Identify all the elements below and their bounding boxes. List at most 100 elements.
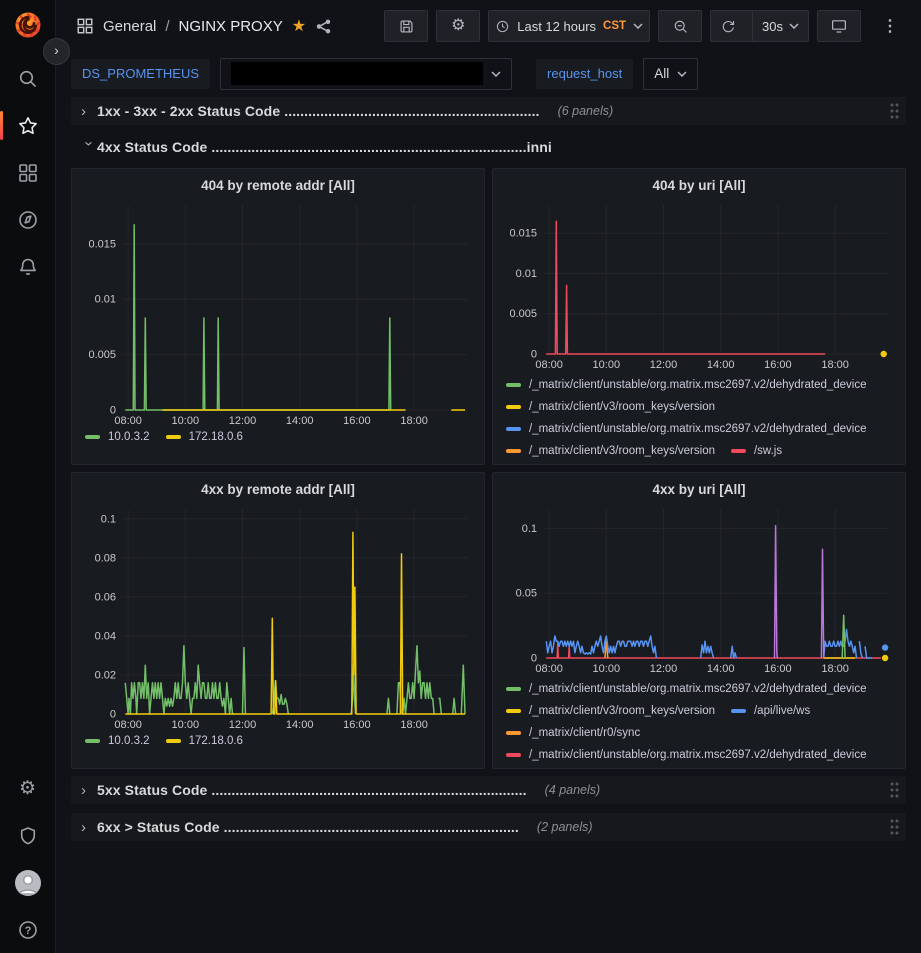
row-title: 5xx Status Code ........................… bbox=[97, 782, 527, 798]
row-1xx-3xx-2xx[interactable]: › 1xx - 3xx - 2xx Status Code ..........… bbox=[71, 97, 906, 125]
timezone-label: CST bbox=[603, 20, 627, 32]
drag-handle-icon[interactable] bbox=[889, 781, 900, 804]
svg-text:18:00: 18:00 bbox=[400, 719, 428, 731]
sidebar-item-starred[interactable] bbox=[0, 102, 55, 149]
refresh-interval-dropdown[interactable]: 30s bbox=[752, 11, 808, 41]
panel-title[interactable]: 404 by uri [All] bbox=[652, 178, 746, 193]
legend-item[interactable]: /_matrix/client/unstable/org.matrix.msc2… bbox=[506, 379, 867, 391]
svg-text:0: 0 bbox=[110, 405, 116, 417]
favorite-star-icon[interactable]: ★ bbox=[291, 18, 307, 35]
legend-item[interactable]: /api/live/ws bbox=[730, 705, 810, 717]
chart-legend: /_matrix/client/unstable/org.matrix.msc2… bbox=[502, 677, 896, 762]
legend-item[interactable]: /sw.js bbox=[730, 445, 782, 457]
datasource-variable-label[interactable]: DS_PROMETHEUS bbox=[71, 58, 211, 89]
datasource-variable-dropdown[interactable] bbox=[220, 57, 513, 90]
svg-text:0.06: 0.06 bbox=[95, 591, 116, 603]
grafana-logo[interactable] bbox=[12, 9, 44, 41]
row-5xx[interactable]: › 5xx Status Code ......................… bbox=[71, 776, 906, 804]
row-panel-count: (4 panels) bbox=[544, 783, 601, 797]
time-range-picker[interactable]: Last 12 hours CST bbox=[488, 10, 651, 42]
panel-4xx-by-remote-addr: 4xx by remote addr [All] 08:00 10:00 12:00… bbox=[71, 472, 485, 769]
sidebar-item-alerting-bell-icon[interactable] bbox=[0, 243, 55, 290]
panel-4xx-by-uri: 4xx by uri [All] 08:00 10:00 12:00 14:00 16:… bbox=[492, 472, 906, 769]
kebab-menu-icon[interactable]: ⋮ bbox=[882, 18, 898, 35]
chevron-right-icon: › bbox=[81, 102, 86, 120]
share-icon[interactable] bbox=[315, 18, 332, 35]
legend-item[interactable]: /_matrix/client/unstable/org.matrix.msc2… bbox=[506, 423, 867, 435]
dashboard-settings-button[interactable]: ⚙ bbox=[436, 10, 481, 42]
row-6xx[interactable]: › 6xx > Status Code ....................… bbox=[71, 813, 906, 841]
sidebar-item-dashboards[interactable] bbox=[0, 149, 55, 196]
legend-item[interactable]: /_matrix/client/r0/sync bbox=[506, 727, 640, 739]
chevron-down-icon bbox=[491, 70, 501, 77]
svg-text:0.005: 0.005 bbox=[509, 308, 537, 320]
timeseries-chart-4xx-by-remote-addr[interactable]: 08:00 10:00 12:00 14:00 16:00 18:00 0 0.02 0.04 0… bbox=[81, 501, 475, 733]
svg-text:16:00: 16:00 bbox=[343, 719, 371, 731]
legend-item[interactable]: 172.18.0.6 bbox=[165, 735, 243, 747]
svg-text:0.015: 0.015 bbox=[88, 238, 116, 250]
panel-title[interactable]: 4xx by uri [All] bbox=[652, 482, 746, 497]
svg-text:10:00: 10:00 bbox=[172, 719, 200, 731]
breadcrumb-section[interactable]: General bbox=[103, 17, 157, 35]
timeseries-chart-404-by-uri[interactable]: 08:00 10:00 12:00 14:00 16:00 18:00 0 0.005 0.01… bbox=[502, 197, 896, 373]
svg-text:12:00: 12:00 bbox=[650, 663, 678, 675]
timeseries-chart-4xx-by-uri[interactable]: 08:00 10:00 12:00 14:00 16:00 18:00 0 0.05 0.1 bbox=[502, 501, 896, 677]
refresh-icon bbox=[722, 20, 735, 33]
panel-404-by-uri: 404 by uri [All] 08:00 10:00 12:00 14:00 16:… bbox=[492, 168, 906, 465]
svg-text:0.08: 0.08 bbox=[95, 552, 116, 564]
chevron-down-icon bbox=[633, 23, 643, 29]
datasource-value-redacted bbox=[231, 62, 484, 85]
variables-bar: DS_PROMETHEUS request_host All bbox=[56, 52, 921, 95]
page-title[interactable]: NGINX PROXY bbox=[178, 17, 283, 35]
row-4xx[interactable]: › 4xx Status Code ......................… bbox=[71, 133, 906, 161]
sidebar-item-settings-gear-icon[interactable]: ⚙ bbox=[18, 778, 37, 799]
svg-text:18:00: 18:00 bbox=[821, 359, 849, 371]
refresh-interval-label: 30s bbox=[762, 18, 783, 34]
svg-text:0: 0 bbox=[531, 653, 537, 665]
panel-404-by-remote-addr: 404 by remote addr [All] 08:00 10:00 12:00… bbox=[71, 168, 485, 465]
svg-text:16:00: 16:00 bbox=[343, 415, 371, 427]
svg-text:0.01: 0.01 bbox=[516, 268, 537, 280]
zoom-out-button[interactable] bbox=[658, 10, 703, 42]
chart-legend: 10.0.3.2 172.18.0.6 bbox=[81, 733, 475, 747]
panels-grid: 404 by remote addr [All] 08:00 10:00 12:00… bbox=[71, 168, 906, 769]
legend-item[interactable]: 10.0.3.2 bbox=[85, 431, 150, 443]
drag-handle-icon[interactable] bbox=[889, 818, 900, 841]
cycle-view-mode-button[interactable] bbox=[817, 10, 861, 42]
legend-item[interactable]: /_matrix/client/v3/room_keys/version bbox=[506, 445, 715, 457]
svg-text:08:00: 08:00 bbox=[535, 359, 563, 371]
panel-title[interactable]: 4xx by remote addr [All] bbox=[201, 482, 355, 497]
svg-text:14:00: 14:00 bbox=[286, 719, 314, 731]
legend-item[interactable]: 10.0.3.2 bbox=[85, 735, 150, 747]
svg-text:08:00: 08:00 bbox=[114, 415, 142, 427]
legend-item[interactable]: 172.18.0.6 bbox=[165, 431, 243, 443]
sidebar-item-admin-shield-icon[interactable] bbox=[0, 812, 55, 859]
svg-text:16:00: 16:00 bbox=[764, 663, 792, 675]
save-dashboard-button[interactable] bbox=[384, 10, 429, 42]
time-range-label: Last 12 hours bbox=[517, 18, 597, 34]
legend-item[interactable]: /_matrix/client/unstable/org.matrix.msc2… bbox=[506, 683, 867, 695]
svg-text:08:00: 08:00 bbox=[114, 719, 142, 731]
search-icon[interactable] bbox=[0, 55, 55, 102]
timeseries-chart-404-by-remote-addr[interactable]: 08:00 10:00 12:00 14:00 16:00 18:00 0 0.005 0.01… bbox=[81, 197, 475, 429]
sidebar-item-explore-compass-icon[interactable] bbox=[0, 196, 55, 243]
svg-text:0.04: 0.04 bbox=[95, 630, 116, 642]
svg-text:12:00: 12:00 bbox=[229, 415, 257, 427]
chevron-right-icon: › bbox=[81, 781, 86, 799]
drag-handle-icon[interactable] bbox=[889, 102, 900, 125]
user-avatar[interactable] bbox=[0, 859, 55, 906]
help-icon[interactable]: ? bbox=[0, 906, 55, 953]
request-host-variable-dropdown[interactable]: All bbox=[643, 57, 699, 90]
svg-text:08:00: 08:00 bbox=[535, 663, 563, 675]
refresh-button[interactable] bbox=[711, 11, 745, 41]
request-host-variable-label[interactable]: request_host bbox=[536, 58, 634, 89]
svg-text:16:00: 16:00 bbox=[764, 359, 792, 371]
chevron-right-icon: › bbox=[81, 818, 86, 836]
legend-item[interactable]: /_matrix/client/unstable/org.matrix.msc2… bbox=[506, 749, 867, 761]
legend-item[interactable]: /_matrix/client/v3/room_keys/version bbox=[506, 705, 715, 717]
sidebar-expand-button[interactable]: › bbox=[43, 38, 70, 65]
panel-title[interactable]: 404 by remote addr [All] bbox=[201, 178, 355, 193]
svg-text:12:00: 12:00 bbox=[229, 719, 257, 731]
legend-item[interactable]: /_matrix/client/v3/room_keys/version bbox=[506, 401, 715, 413]
